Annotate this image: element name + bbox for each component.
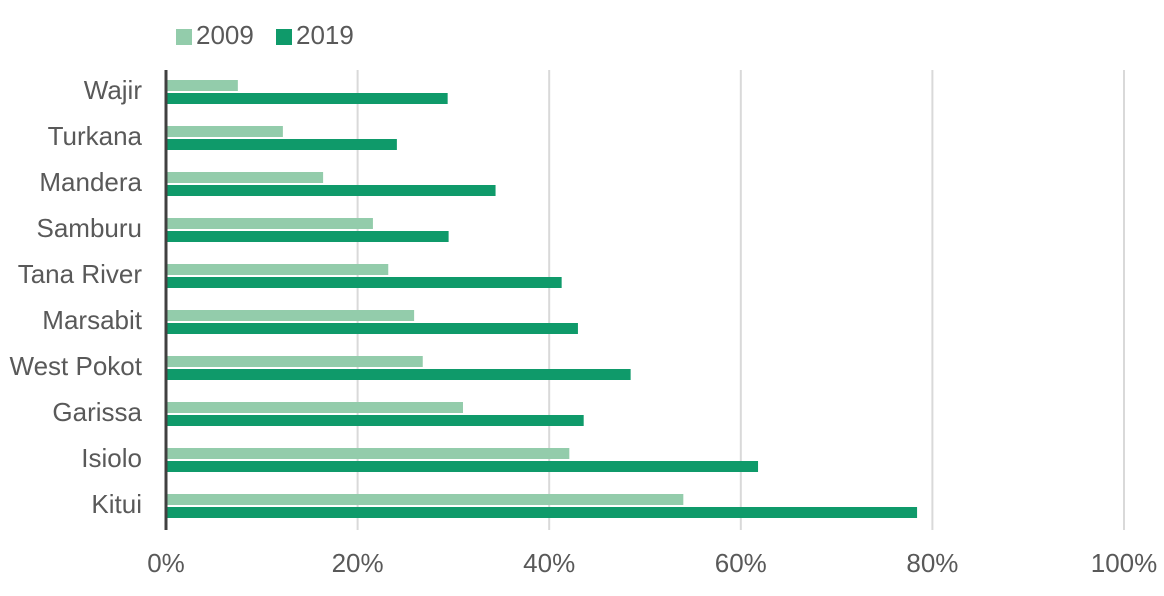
bar-2009-turkana [166, 126, 283, 137]
bars [166, 80, 918, 518]
bar-2009-kitui [166, 494, 684, 505]
category-label: Garissa [52, 397, 142, 427]
bar-2019-wajir [166, 93, 448, 104]
bar-2009-tana-river [166, 264, 389, 275]
category-labels: Wajir Turkana Mandera Samburu Tana River Mars… [10, 75, 143, 519]
x-tick-labels: 0% 20% 40% 60% 80% 100% [147, 548, 1157, 578]
bar-2009-garissa [166, 402, 463, 413]
bar-2019-turkana [166, 139, 397, 150]
bar-2009-marsabit [166, 310, 415, 321]
bar-2019-kitui [166, 507, 918, 518]
legend-label-2009: 2009 [196, 20, 254, 50]
legend-swatch-2019 [276, 29, 292, 45]
x-tick-label: 80% [906, 548, 958, 578]
legend: 2009 2019 [176, 20, 354, 50]
x-tick-label: 20% [332, 548, 384, 578]
category-label: Tana River [18, 259, 143, 289]
bar-2019-garissa [166, 415, 584, 426]
category-label: Isiolo [81, 443, 142, 473]
bar-2019-isiolo [166, 461, 759, 472]
legend-label-2019: 2019 [296, 20, 354, 50]
bar-2019-tana-river [166, 277, 562, 288]
category-label: Mandera [39, 167, 142, 197]
category-label: Samburu [37, 213, 143, 243]
x-tick-label: 40% [523, 548, 575, 578]
category-label: Turkana [48, 121, 143, 151]
bar-2019-marsabit [166, 323, 578, 334]
bar-2009-wajir [166, 80, 238, 91]
bar-2009-samburu [166, 218, 373, 229]
bar-2019-west-pokot [166, 369, 631, 380]
x-tick-label: 60% [715, 548, 767, 578]
bar-2009-west-pokot [166, 356, 423, 367]
category-label: Wajir [84, 75, 143, 105]
x-tick-label: 0% [147, 548, 185, 578]
bar-2019-mandera [166, 185, 496, 196]
bar-2009-mandera [166, 172, 324, 183]
bar-2009-isiolo [166, 448, 570, 459]
category-label: West Pokot [10, 351, 143, 381]
category-label: Kitui [91, 489, 142, 519]
x-tick-label: 100% [1091, 548, 1158, 578]
legend-swatch-2009 [176, 29, 192, 45]
bar-2019-samburu [166, 231, 449, 242]
category-label: Marsabit [42, 305, 142, 335]
